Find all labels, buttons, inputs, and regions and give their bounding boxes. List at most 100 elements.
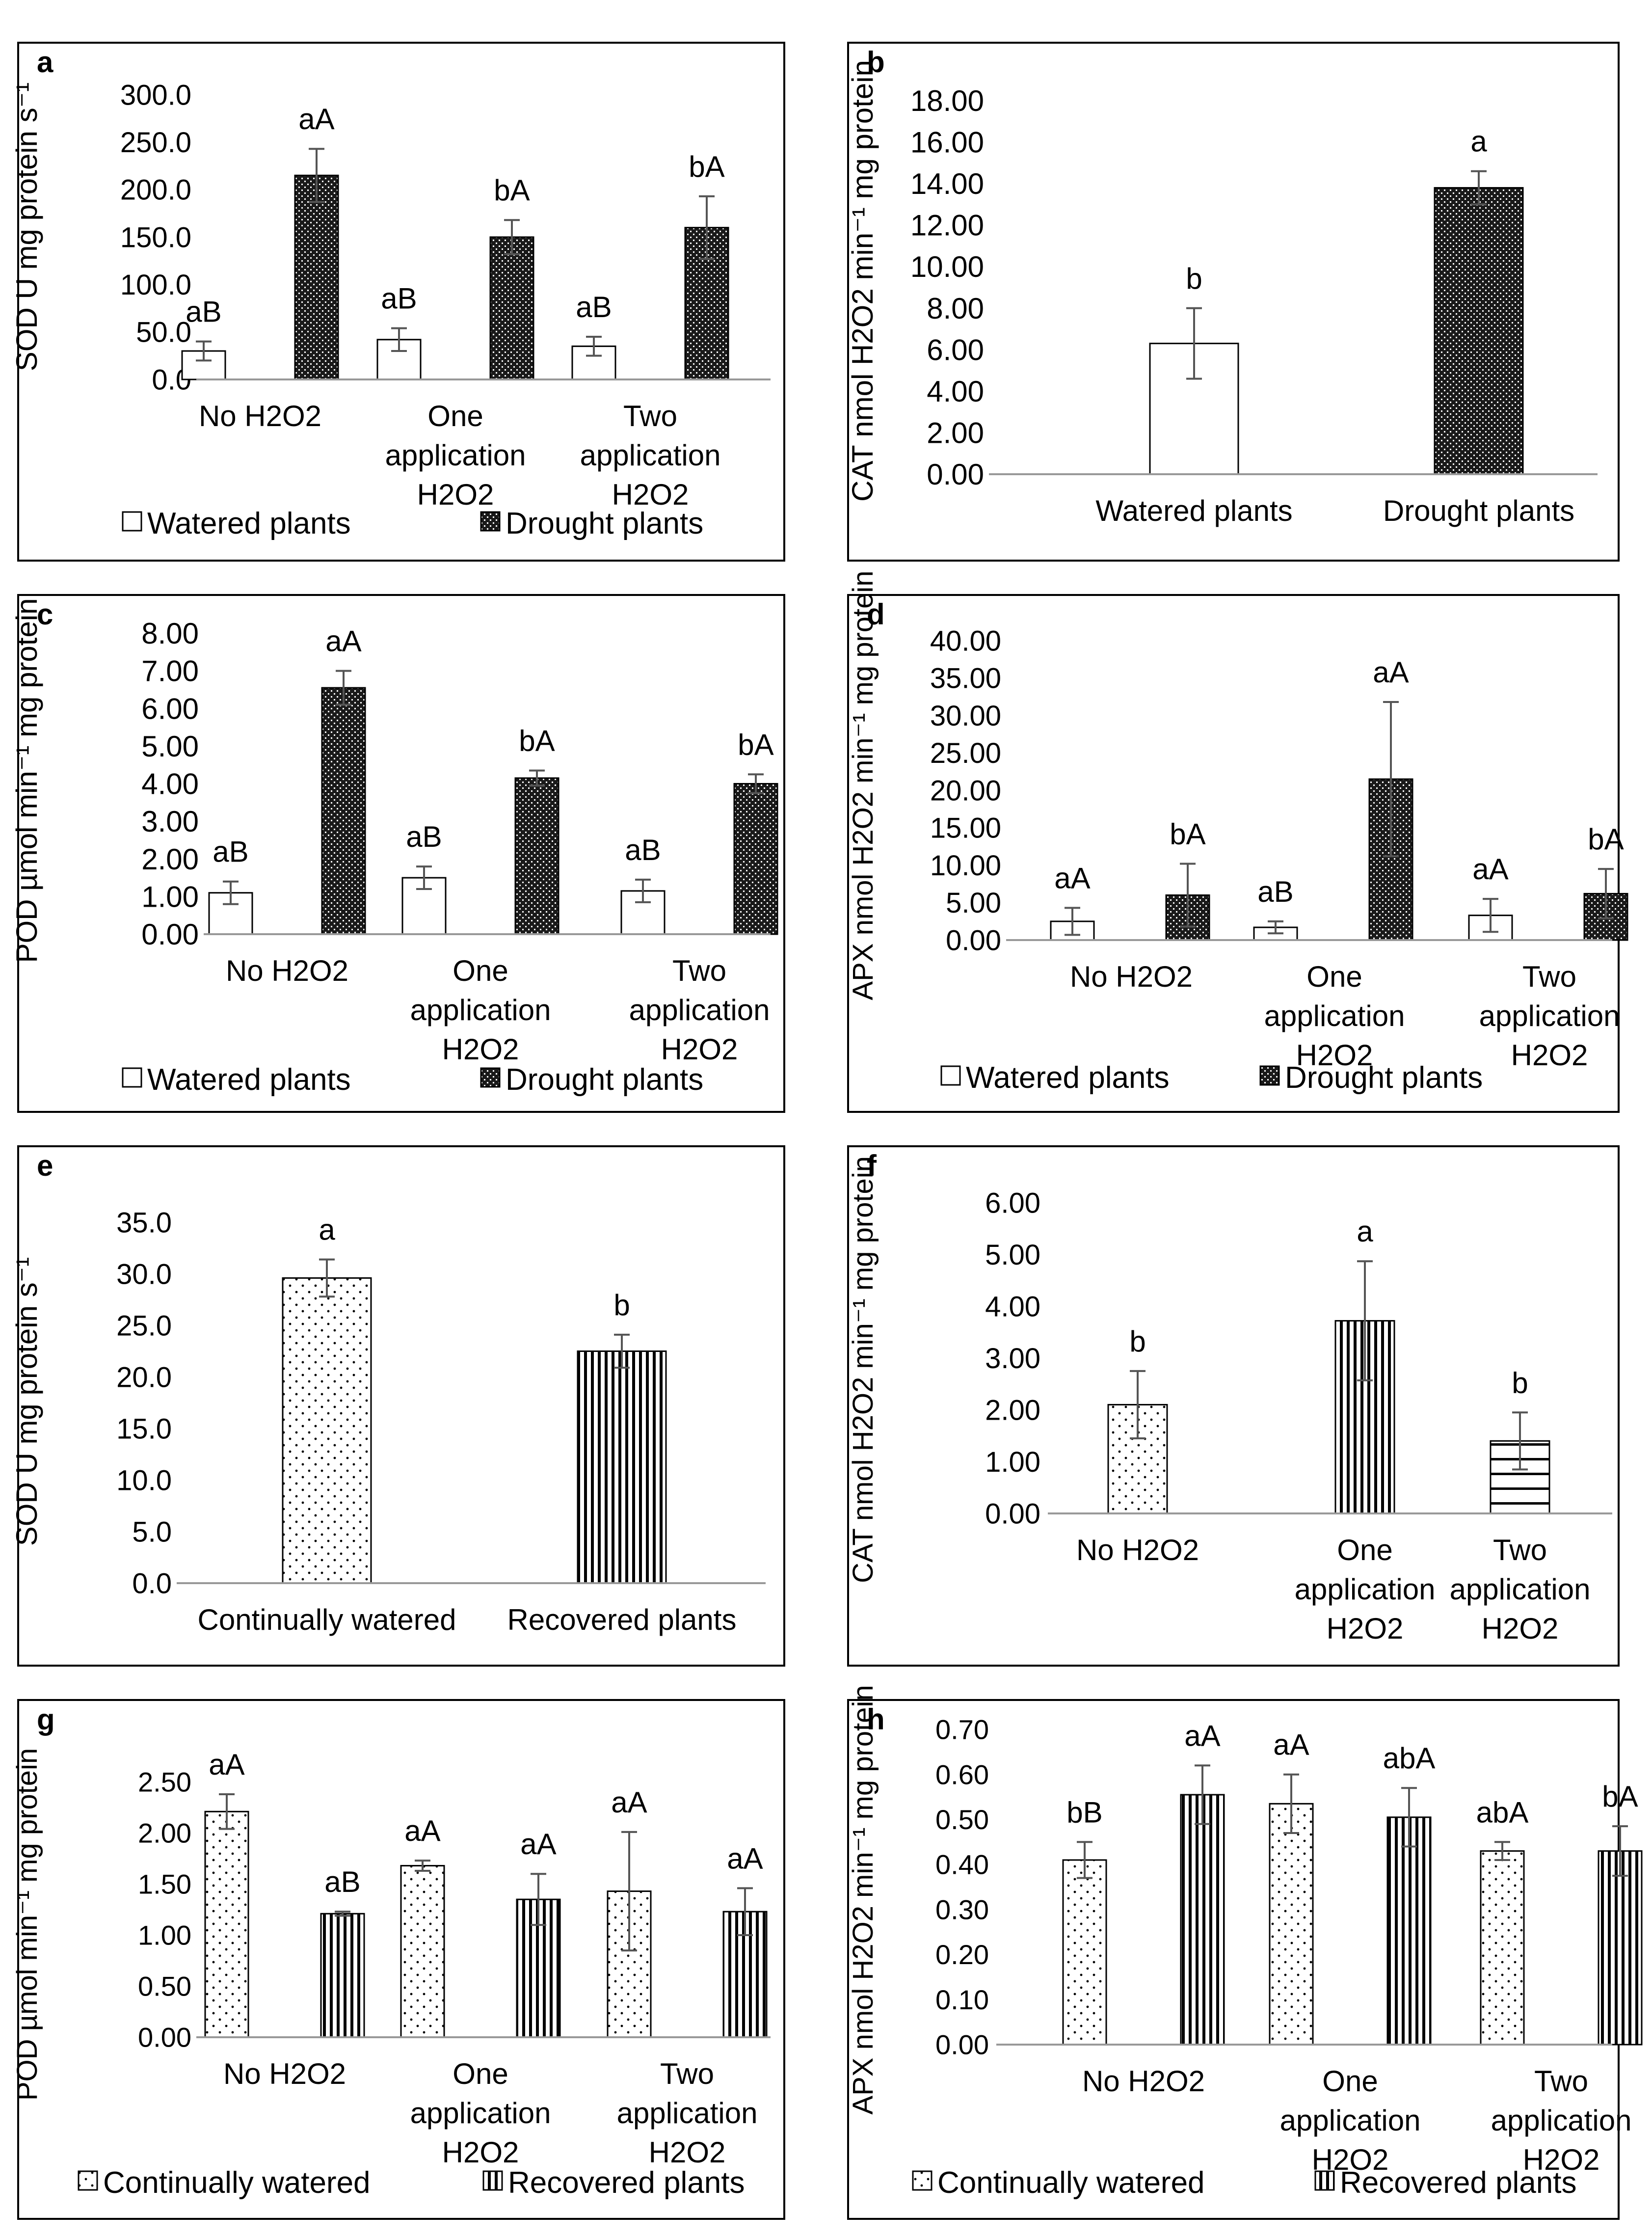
- y-axis-label: CAT nmol H2O2 min⁻¹ mg protein: [847, 1156, 879, 1583]
- y-tick-label: 0.00: [935, 2029, 989, 2060]
- x-tick-label: No H2O2: [199, 400, 321, 432]
- y-tick-label: 0.00: [946, 924, 1001, 956]
- error-bar: [1077, 1841, 1092, 1879]
- x-tick-label: application: [617, 2097, 758, 2130]
- legend-swatch: [940, 1065, 961, 1086]
- legend-swatch: [480, 511, 501, 532]
- x-tick-label: Two: [1534, 2065, 1588, 2098]
- bar-a-drought-plants-1: [489, 236, 534, 380]
- panel-letter: a: [37, 46, 53, 79]
- error-bar: [1612, 1825, 1628, 1877]
- x-tick-label: application: [385, 439, 526, 472]
- legend: Continually watered Recovered plants: [912, 2166, 1577, 2200]
- y-tick-label: 40.00: [930, 625, 1001, 657]
- error-bar: [196, 340, 212, 362]
- y-tick-label: 8.00: [927, 292, 984, 325]
- y-tick-label: 0.10: [935, 1984, 989, 2015]
- error-bar: [748, 773, 764, 794]
- bar-h-continually-watered-1: [1269, 1803, 1314, 2046]
- y-tick-label: 35.00: [930, 663, 1001, 695]
- x-tick-label: application: [1280, 2104, 1421, 2137]
- y-tick-label: 0.00: [927, 458, 984, 491]
- significance-label: bA: [1588, 823, 1624, 856]
- y-tick-label: 15.00: [930, 812, 1001, 844]
- error-bar: [223, 880, 239, 905]
- legend-swatch: [1314, 2170, 1335, 2191]
- panel-g: g 0.00 0.50 1.00 1.50 2.00 2.50 POD µmol min⁻¹ …: [11, 1699, 785, 2220]
- x-tick-label: H2O2: [1296, 1039, 1373, 1072]
- significance-label: bA: [494, 174, 530, 207]
- y-tick-label: 5.00: [141, 730, 199, 763]
- y-tick-label: 35.0: [116, 1207, 172, 1239]
- error-bar: [219, 1793, 235, 1830]
- significance-label: abA: [1476, 1796, 1529, 1829]
- legend-label: Continually watered: [103, 2166, 371, 2200]
- error-bar: [1283, 1773, 1299, 1834]
- y-tick-label: 0.50: [935, 1804, 989, 1835]
- x-tick-label: application: [1450, 1573, 1591, 1606]
- y-tick-label: 6.00: [985, 1187, 1040, 1219]
- y-tick-label: 1.00: [985, 1446, 1040, 1478]
- significance-label: aA: [404, 1814, 440, 1847]
- significance-label: aB: [213, 836, 248, 868]
- panel-d: d 0.00 5.00 10.00 15.00 20.00 25.00 30.00 35.00 4…: [847, 570, 1628, 1113]
- legend-swatch: [122, 511, 142, 532]
- legend-label: Watered plants: [147, 507, 351, 540]
- significance-label: a: [1470, 125, 1487, 158]
- legend-swatch: [482, 2170, 503, 2191]
- y-tick-label: 30.00: [930, 700, 1001, 732]
- significance-label: a: [1357, 1215, 1373, 1248]
- bar-c-drought-plants-0: [321, 687, 366, 935]
- panel-frame: [17, 42, 785, 562]
- bar-h-recovered-plants-2: [1598, 1850, 1643, 2046]
- x-tick-label: Two: [623, 400, 677, 432]
- error-bar: [1401, 1787, 1417, 1848]
- panel-frame: [847, 594, 1620, 1113]
- legend-swatch: [912, 2170, 933, 2191]
- y-axis-label: POD µmol min⁻¹ mg protein: [10, 598, 43, 963]
- error-bar: [391, 327, 407, 352]
- x-tick-label: Two: [1493, 1534, 1547, 1566]
- significance-label: aA: [325, 625, 361, 658]
- y-tick-label: 0.00: [141, 918, 199, 951]
- y-tick-label: 250.0: [120, 127, 191, 159]
- significance-label: abA: [1383, 1742, 1436, 1775]
- panel-letter: g: [37, 1703, 55, 1736]
- x-tick-label: One: [453, 2057, 508, 2090]
- x-tick-label: No H2O2: [1082, 2065, 1205, 2098]
- legend-label: Drought plants: [506, 507, 703, 540]
- panel-frame: [17, 1699, 785, 2220]
- y-tick-label: 6.00: [927, 333, 984, 366]
- y-tick-label: 0.60: [935, 1759, 989, 1790]
- significance-label: aB: [324, 1865, 360, 1898]
- panel-letter: c: [37, 598, 53, 631]
- error-bar: [614, 1333, 630, 1369]
- panel-frame: [17, 1145, 785, 1667]
- y-axis-label: POD µmol min⁻¹ mg protein: [11, 1748, 43, 2101]
- error-bar: [1357, 1260, 1373, 1381]
- bar-e-continually-watered-0: [282, 1277, 372, 1584]
- legend-label: Watered plants: [147, 1063, 351, 1097]
- bar-h-continually-watered-0: [1062, 1859, 1107, 2046]
- error-bar: [1195, 1764, 1210, 1825]
- y-tick-label: 3.00: [985, 1343, 1040, 1375]
- significance-label: bA: [1170, 817, 1205, 850]
- y-axis-label: CAT nmol H2O2 min⁻¹ mg protein: [846, 60, 879, 502]
- significance-label: aA: [1273, 1728, 1309, 1761]
- y-tick-label: 25.00: [930, 737, 1001, 769]
- y-tick-label: 2.50: [138, 1767, 191, 1798]
- y-tick-label: 0.0: [132, 1567, 172, 1599]
- y-tick-label: 25.0: [116, 1310, 172, 1342]
- significance-label: bA: [689, 150, 724, 183]
- x-tick-label: No H2O2: [1076, 1534, 1199, 1566]
- x-tick-label: Drought plants: [1383, 494, 1574, 527]
- error-bar: [1186, 307, 1202, 380]
- significance-label: bB: [1066, 1796, 1102, 1829]
- y-tick-label: 8.00: [141, 617, 199, 650]
- significance-label: b: [613, 1289, 630, 1322]
- bar-b-watered-plants-1: [1434, 187, 1524, 475]
- y-axis-label: SOD U mg protein s⁻¹: [10, 82, 43, 372]
- significance-label: aB: [381, 282, 417, 315]
- y-tick-label: 0.00: [138, 2022, 191, 2053]
